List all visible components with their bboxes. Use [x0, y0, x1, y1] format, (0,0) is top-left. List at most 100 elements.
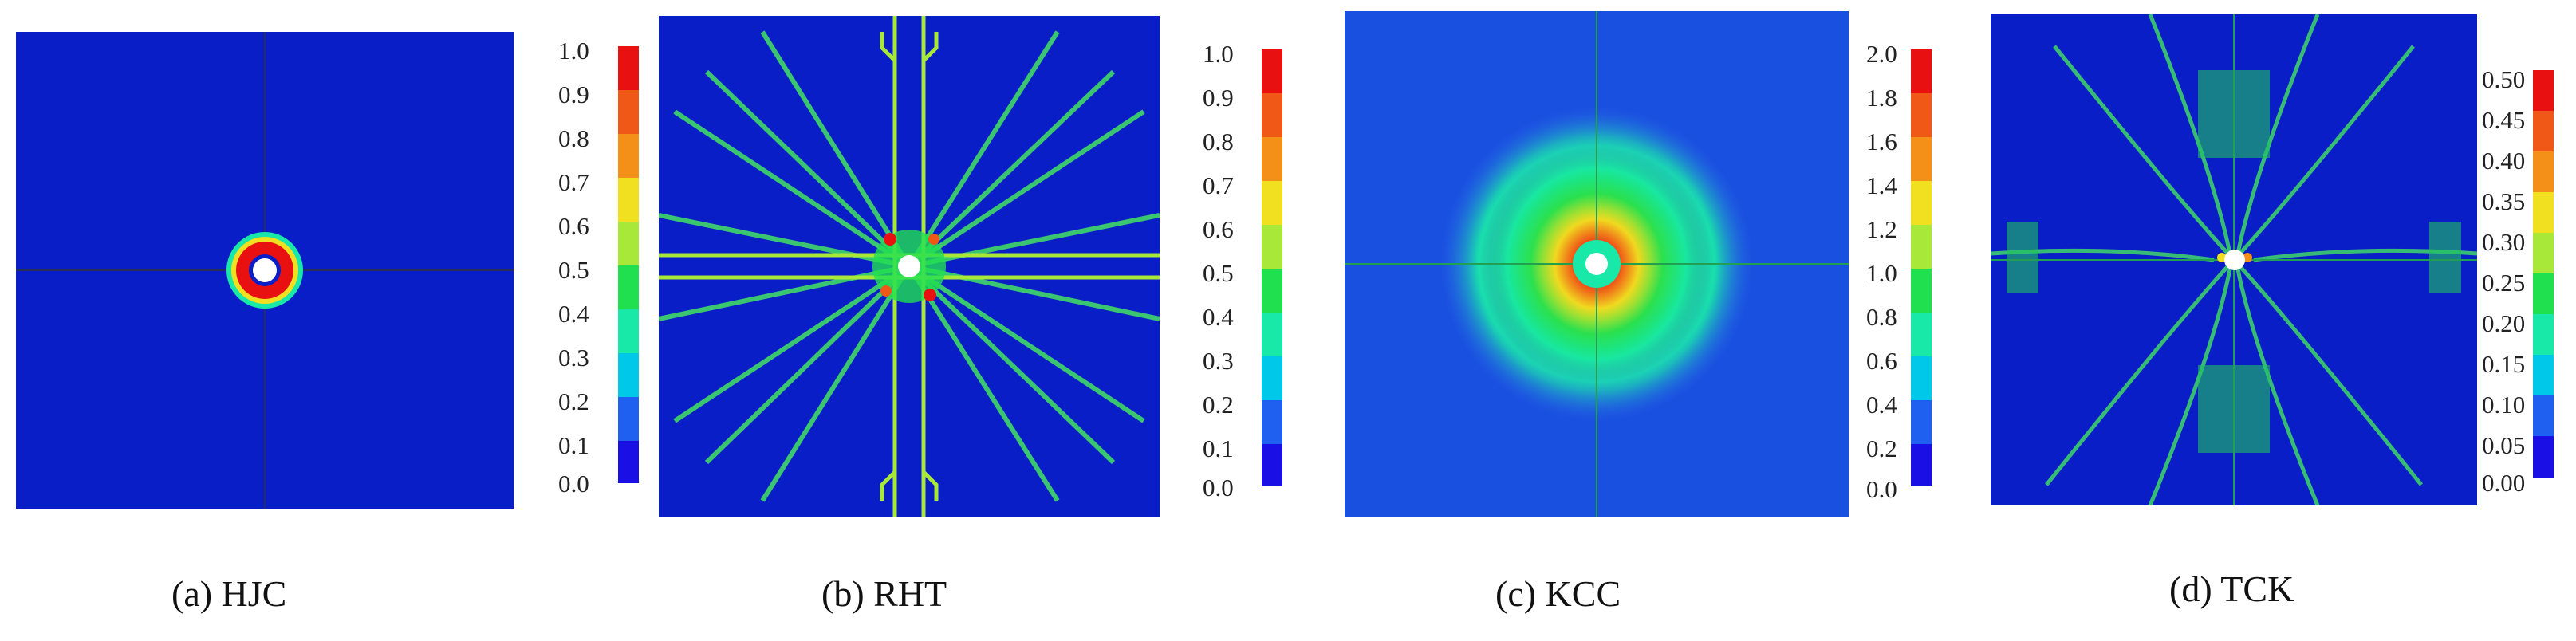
contour-plot-kcc	[1345, 11, 1849, 517]
cbar-seg	[2533, 355, 2554, 395]
cbar-seg	[2533, 192, 2554, 233]
tick-label: 0.0	[1203, 474, 1234, 501]
cbar-seg	[1262, 356, 1282, 400]
tick-label: 0.10	[2482, 391, 2526, 419]
cbar-seg	[1262, 181, 1282, 225]
caption-hjc: (a) HJC	[171, 573, 287, 614]
cbar-seg	[2533, 151, 2554, 192]
cbar-seg	[618, 265, 639, 309]
tick-label: 0.45	[2482, 106, 2526, 134]
tick-label: 0.30	[2482, 228, 2526, 256]
cbar-seg	[1911, 400, 1932, 444]
colorbar-kcc	[1911, 49, 1932, 486]
caption-tck: (d) TCK	[2169, 568, 2294, 609]
caption-kcc: (c) KCC	[1495, 573, 1621, 614]
tick-label: 2.0	[1866, 40, 1897, 68]
cbar-seg	[1911, 225, 1932, 269]
tick-label: 1.2	[1866, 215, 1897, 243]
cbar-seg	[1911, 444, 1932, 486]
cbar-seg	[2533, 233, 2554, 273]
cbar-seg	[1911, 49, 1932, 93]
colorbar-tck	[2533, 70, 2554, 478]
tick-label: 0.8	[1203, 128, 1234, 155]
contour-plot-tck	[1991, 14, 2477, 505]
colorbar-rht	[1262, 49, 1282, 486]
tick-label: 0.5	[1203, 259, 1234, 287]
tick-label: 0.1	[1203, 435, 1234, 462]
cbar-seg	[2533, 70, 2554, 111]
tick-label: 0.3	[558, 344, 589, 372]
cbar-seg	[618, 353, 639, 397]
cbar-seg	[618, 397, 639, 441]
cbar-seg	[618, 46, 639, 90]
tick-label: 0.35	[2482, 187, 2526, 215]
cbar-seg	[1911, 313, 1932, 356]
damage-map-kcc	[1345, 11, 1849, 517]
tick-label: 0.6	[1866, 347, 1897, 375]
tick-label: 0.7	[1203, 171, 1234, 199]
tick-label: 0.1	[558, 431, 589, 459]
tick-label: 0.3	[1203, 347, 1234, 375]
tick-label: 1.0	[558, 37, 589, 65]
tick-label: 1.0	[1203, 40, 1234, 68]
tick-label: 0.40	[2482, 147, 2526, 175]
tick-label: 1.8	[1866, 84, 1897, 112]
tick-label: 0.2	[1203, 391, 1234, 419]
tick-label: 0.8	[1866, 303, 1897, 331]
tick-label: 1.4	[1866, 171, 1897, 199]
tick-label: 0.2	[1866, 435, 1897, 462]
cbar-seg	[618, 441, 639, 483]
tick-label: 0.5	[558, 256, 589, 284]
cbar-seg	[2533, 111, 2554, 151]
tick-label: 0.25	[2482, 269, 2526, 297]
tick-label: 0.15	[2482, 350, 2526, 378]
tick-label: 0.9	[558, 81, 589, 108]
tick-label: 1.6	[1866, 128, 1897, 155]
colorbar-hjc	[618, 46, 639, 483]
damage-map-rht	[659, 16, 1160, 517]
cbar-seg	[1262, 225, 1282, 269]
tick-label: 0.0	[558, 470, 589, 497]
cbar-seg	[618, 309, 639, 353]
contour-plot-hjc	[16, 32, 514, 509]
tick-label: 0.4	[1866, 391, 1897, 419]
cbar-seg	[2533, 436, 2554, 478]
tick-label: 0.6	[1203, 215, 1234, 243]
cbar-seg	[618, 222, 639, 265]
contour-plot-rht	[659, 16, 1160, 517]
tick-label: 0.7	[558, 168, 589, 196]
tick-label: 0.05	[2482, 431, 2526, 459]
tick-label: 0.0	[1866, 475, 1897, 503]
cbar-seg	[1911, 93, 1932, 137]
tick-label: 1.0	[1866, 259, 1897, 287]
tick-label: 0.9	[1203, 84, 1234, 112]
cbar-seg	[618, 90, 639, 134]
cbar-seg	[2533, 395, 2554, 436]
tick-label: 0.20	[2482, 309, 2526, 337]
tick-label: 0.4	[1203, 303, 1234, 331]
cbar-seg	[1911, 356, 1932, 400]
tick-label: 0.2	[558, 387, 589, 415]
cbar-seg	[1911, 181, 1932, 225]
damage-map-tck	[1991, 14, 2477, 505]
tick-label: 0.4	[558, 300, 589, 328]
cbar-seg	[1262, 49, 1282, 93]
damage-map-hjc	[16, 32, 514, 509]
cbar-seg	[1262, 444, 1282, 486]
tick-label: 0.6	[558, 212, 589, 240]
caption-rht: (b) RHT	[821, 573, 947, 614]
tick-label: 0.00	[2482, 469, 2526, 497]
cbar-seg	[2533, 314, 2554, 355]
tick-label: 0.50	[2482, 65, 2526, 93]
cbar-seg	[1262, 137, 1282, 181]
cbar-seg	[1262, 269, 1282, 313]
cbar-seg	[2533, 273, 2554, 314]
tick-label: 0.8	[558, 124, 589, 152]
cbar-seg	[1911, 137, 1932, 181]
cbar-seg	[1262, 400, 1282, 444]
cbar-seg	[1262, 313, 1282, 356]
cbar-seg	[618, 134, 639, 178]
cbar-seg	[618, 178, 639, 222]
cbar-seg	[1262, 93, 1282, 137]
cbar-seg	[1911, 269, 1932, 313]
